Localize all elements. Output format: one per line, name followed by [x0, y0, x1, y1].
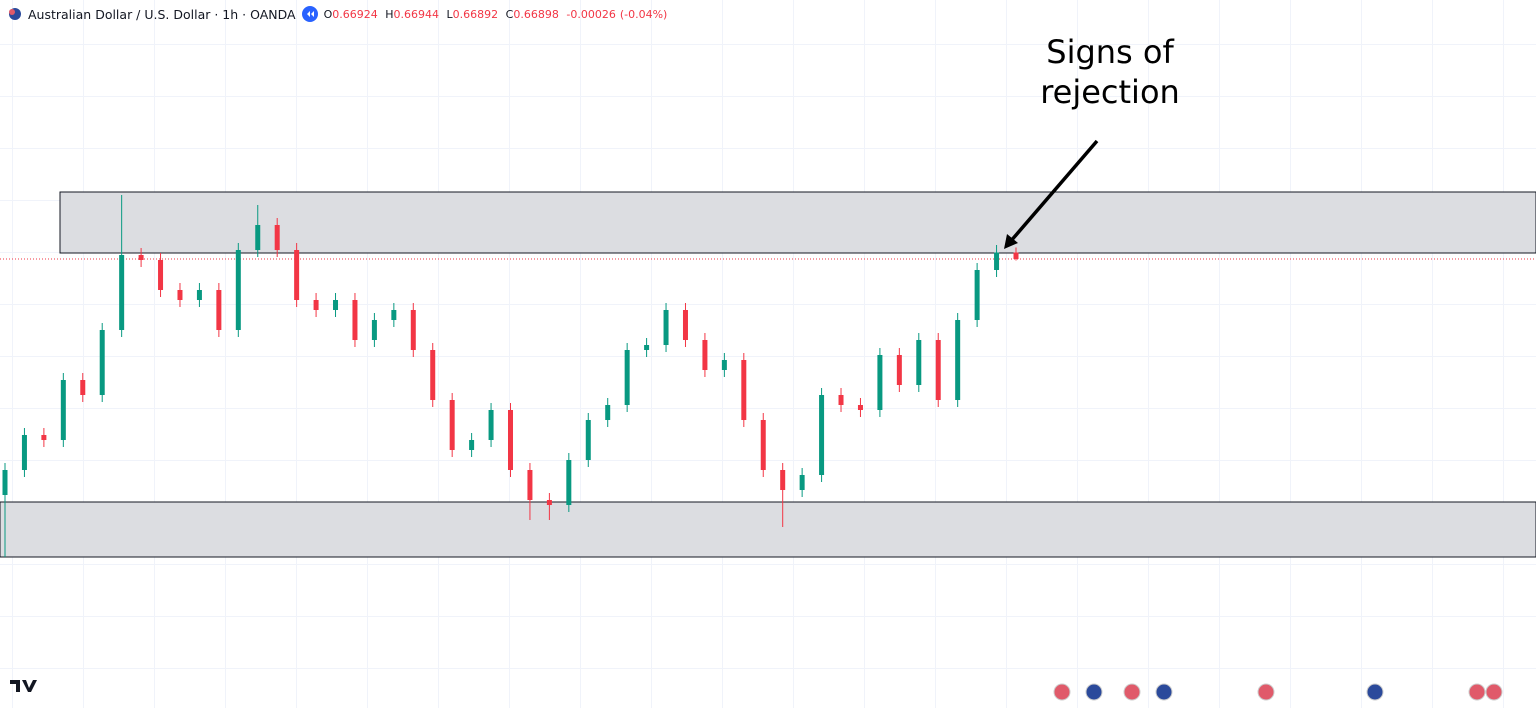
candle-body — [877, 355, 883, 410]
candle-body — [566, 460, 572, 505]
candle-body — [916, 340, 922, 385]
candle-body — [857, 405, 863, 410]
candle-body — [663, 310, 669, 345]
ohlc-label: C — [505, 7, 514, 21]
event-flags — [1053, 683, 1503, 701]
candle-body — [741, 360, 747, 420]
candle-body — [449, 400, 455, 450]
candle-body — [371, 320, 377, 340]
candle-body — [585, 420, 591, 460]
candle-body — [955, 320, 961, 400]
candle-body — [352, 300, 358, 340]
candle-body — [702, 340, 708, 370]
candle-body — [469, 440, 475, 450]
candle-body — [196, 290, 202, 300]
zone — [0, 501, 1536, 558]
header: Australian Dollar / U.S. Dollar · 1h · O… — [8, 6, 671, 22]
candle-body — [605, 405, 611, 420]
candle-body — [119, 255, 125, 330]
ohlc: O0.66924 H0.66944 L0.66892 C0.66898 -0.0… — [324, 8, 672, 21]
ohlc-label: H — [385, 7, 394, 21]
candle-body — [527, 470, 533, 500]
candle-body — [896, 355, 902, 385]
candle-body — [819, 395, 825, 475]
candle-body — [644, 345, 650, 350]
candle-body — [760, 420, 766, 470]
replay-button[interactable] — [301, 6, 318, 22]
candle-body — [721, 360, 727, 370]
ohlc-value: 0.66924 — [332, 7, 378, 21]
annotation: Signs of rejection — [1010, 32, 1210, 112]
candle-body — [138, 255, 144, 260]
candle-body — [935, 340, 941, 400]
candle-body — [780, 470, 786, 490]
ohlc-value: 0.66944 — [393, 7, 440, 21]
candle-body — [1013, 252, 1019, 259]
symbol-icon — [9, 8, 21, 20]
annotation-line: Signs of — [1046, 33, 1174, 71]
candle-body — [158, 260, 164, 290]
candle-body — [216, 290, 222, 330]
annotation-line: rejection — [1040, 73, 1180, 111]
candle-body — [274, 225, 280, 250]
ohlc-label: L — [446, 7, 453, 21]
change: -0.00026 — [566, 7, 616, 21]
candle-body — [235, 250, 241, 330]
candle-body — [410, 310, 416, 350]
candle-body — [255, 225, 261, 250]
candle-body — [488, 410, 494, 440]
candle-body — [333, 300, 339, 310]
candle-body — [994, 252, 1000, 270]
ohlc-label: O — [323, 7, 333, 21]
candle-body — [624, 350, 630, 405]
logo — [10, 680, 37, 692]
symbol-title: Australian Dollar / U.S. Dollar · 1h · O… — [28, 6, 296, 22]
candle-body — [838, 395, 844, 405]
candle-body — [508, 410, 513, 470]
candle-body — [799, 475, 805, 490]
ohlc-value: 0.66898 — [513, 7, 559, 21]
candle-body — [391, 310, 397, 320]
candle-body — [313, 300, 319, 310]
candle-body — [99, 330, 105, 395]
arrow-head — [1004, 234, 1018, 249]
ohlc-value: 0.66892 — [452, 7, 499, 21]
candle-body — [2, 470, 8, 495]
candle-body — [41, 435, 47, 440]
candle-body — [177, 290, 183, 300]
candle-body — [80, 380, 86, 395]
candle-body — [294, 250, 300, 300]
candle-body — [682, 310, 688, 340]
candle-body — [60, 380, 66, 440]
candle-body — [546, 500, 552, 505]
candle-body — [974, 270, 980, 320]
candle-body — [21, 435, 27, 470]
candle-body — [430, 350, 436, 400]
change-percent: (-0.04%) — [619, 7, 668, 21]
arrow — [1008, 139, 1099, 244]
zone — [59, 191, 1536, 254]
